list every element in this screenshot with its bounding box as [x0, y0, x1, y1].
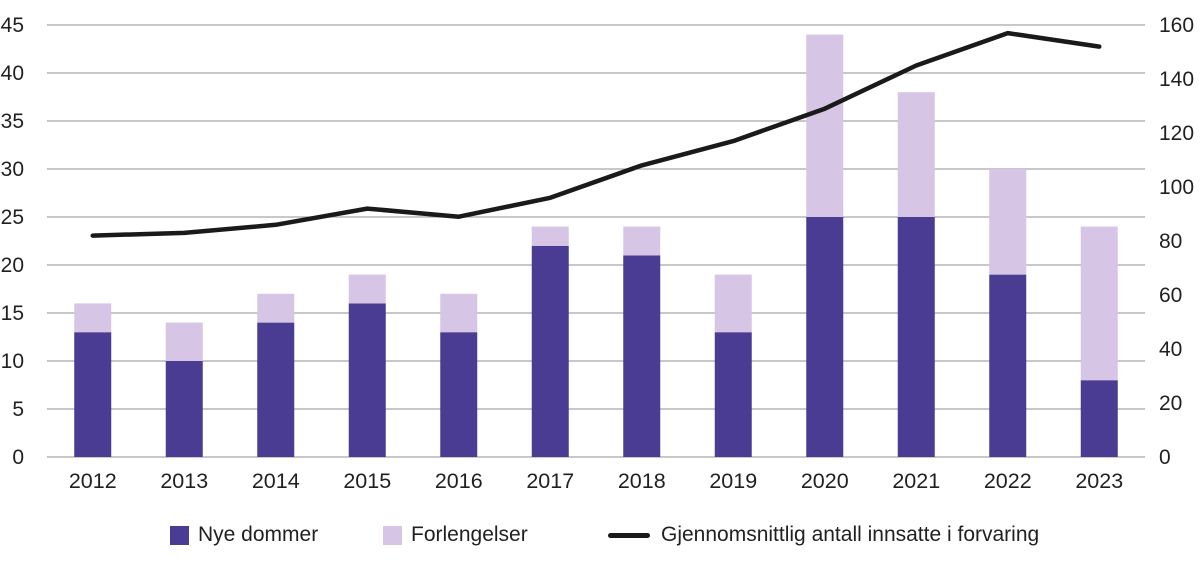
bar-forlengelser-2012 [74, 303, 112, 333]
right-axis-label-40: 40 [1159, 338, 1182, 361]
left-axis-label-35: 35 [1, 110, 24, 133]
x-axis-label-2023: 2023 [1075, 469, 1123, 493]
line-swatch-icon [608, 532, 650, 538]
left-axis-label-15: 15 [1, 302, 24, 325]
gjennomsnitt-line [90, 30, 1102, 238]
bar-forlengelser-2018 [623, 226, 661, 256]
bar-nye-dommer-2019 [714, 332, 752, 457]
bar-nye-dommer-2013 [165, 361, 203, 457]
left-axis-label-45: 45 [1, 14, 24, 37]
legend-label-gjennomsnitt: Gjennomsnittlig antall innsatte i forvar… [661, 523, 1040, 546]
x-axis-label-2015: 2015 [343, 469, 391, 493]
right-axis-label-80: 80 [1159, 230, 1182, 253]
bar-forlengelser-2023 [1080, 226, 1118, 381]
legend-label-nye-dommer: Nye dommer [198, 523, 319, 546]
bar-forlengelser-2021 [897, 92, 935, 217]
left-axis-label-30: 30 [1, 158, 24, 181]
legend-item-gjennomsnitt: Gjennomsnittlig antall innsatte i forvar… [608, 514, 1039, 556]
x-axis-label-2020: 2020 [801, 469, 849, 493]
right-axis-label-120: 120 [1159, 122, 1194, 145]
bar-nye-dommer-2020 [806, 217, 844, 457]
x-axis-label-2021: 2021 [892, 469, 940, 493]
x-axis-label-2016: 2016 [435, 469, 483, 493]
bar-forlengelser-2016 [440, 293, 478, 333]
nye-dommer-swatch-icon [170, 525, 189, 545]
left-axis-label-20: 20 [1, 254, 24, 277]
plot-area: 0 5 10 15 20 25 30 35 40 45 0 20 40 60 80 100 120 140 160 2… [1, 14, 1194, 493]
bar-nye-dommer-2022 [989, 274, 1027, 457]
x-axis-label-2014: 2014 [252, 469, 300, 493]
right-axis-label-20: 20 [1159, 392, 1182, 415]
bar-nye-dommer-2015 [348, 303, 386, 457]
bar-nye-dommer-2023 [1080, 380, 1118, 457]
right-axis-label-100: 100 [1159, 176, 1194, 199]
bar-forlengelser-2022 [989, 169, 1027, 275]
x-axis-label-2013: 2013 [160, 469, 208, 493]
left-axis-label-0: 0 [12, 446, 24, 469]
x-axis-label-2017: 2017 [526, 469, 574, 493]
right-axis-label-140: 140 [1159, 68, 1194, 91]
left-axis-label-10: 10 [1, 350, 24, 373]
bar-forlengelser-2019 [714, 274, 752, 333]
x-axis-label-2019: 2019 [709, 469, 757, 493]
bar-nye-dommer-2021 [897, 217, 935, 457]
bar-forlengelser-2015 [348, 274, 386, 304]
right-axis-label-60: 60 [1159, 284, 1182, 307]
bar-nye-dommer-2012 [74, 332, 112, 457]
legend: Nye dommer Forlengelser Gjennomsnittlig … [0, 514, 1200, 556]
bar-forlengelser-2014 [257, 293, 295, 323]
legend-label-forlengelser: Forlengelser [411, 523, 528, 546]
legend-item-forlengelser: Forlengelser [383, 514, 528, 556]
x-axis-label-2012: 2012 [69, 469, 117, 493]
bar-nye-dommer-2017 [531, 245, 569, 457]
legend-item-nye-dommer: Nye dommer [170, 514, 318, 556]
x-axis-label-2022: 2022 [984, 469, 1032, 493]
bar-forlengelser-2017 [531, 226, 569, 246]
bar-nye-dommer-2018 [623, 255, 661, 457]
bar-forlengelser-2020 [806, 34, 844, 217]
left-axis-label-25: 25 [1, 206, 24, 229]
forlengelser-swatch-icon [383, 525, 402, 545]
left-axis-label-5: 5 [12, 398, 24, 421]
x-axis-label-2018: 2018 [618, 469, 666, 493]
bar-forlengelser-2013 [165, 322, 203, 361]
left-axis-label-40: 40 [1, 62, 24, 85]
bar-nye-dommer-2014 [257, 322, 295, 457]
bar-nye-dommer-2016 [440, 332, 478, 457]
right-axis-label-160: 160 [1159, 14, 1194, 37]
right-axis-label-0: 0 [1159, 446, 1171, 469]
